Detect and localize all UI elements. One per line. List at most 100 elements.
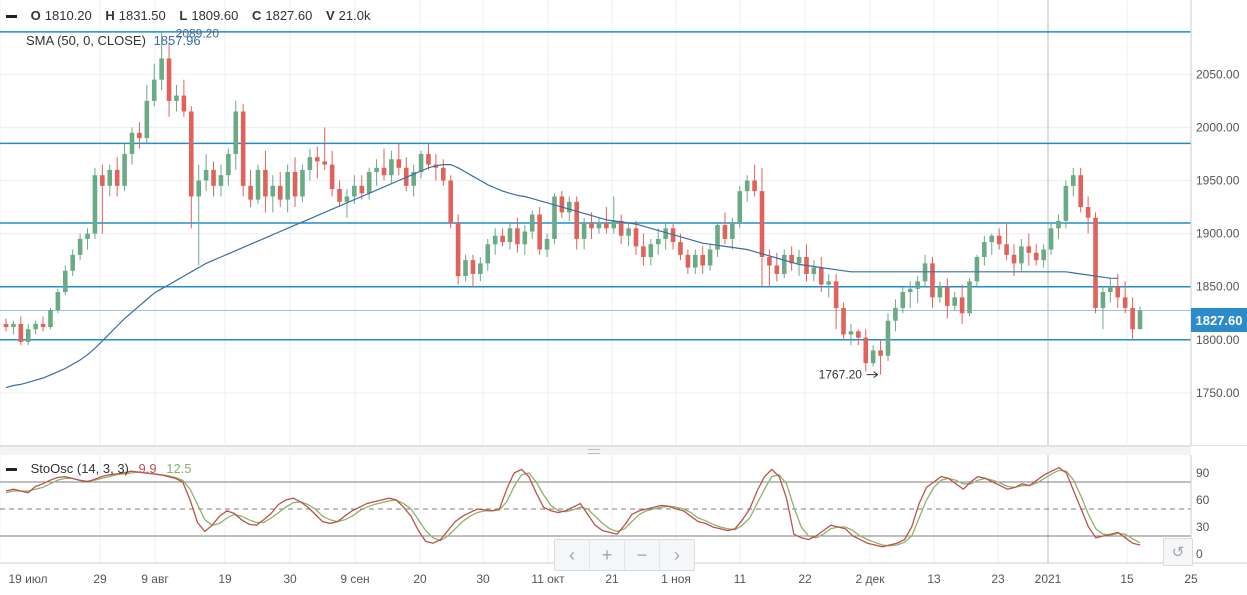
candle-body[interactable]	[285, 172, 290, 200]
candle-body[interactable]	[870, 350, 876, 364]
candle-body[interactable]	[529, 214, 535, 232]
candle-body[interactable]	[737, 191, 743, 223]
candle-body[interactable]	[937, 286, 943, 298]
candle-body[interactable]	[515, 228, 520, 245]
candle-body[interactable]	[982, 242, 987, 257]
candle-body[interactable]	[1093, 217, 1098, 308]
candle-body[interactable]	[33, 323, 38, 330]
candle-body[interactable]	[77, 238, 83, 255]
candle-body[interactable]	[522, 231, 528, 245]
candle-body[interactable]	[1063, 185, 1069, 221]
candle-body[interactable]	[70, 254, 76, 271]
candle-body[interactable]	[626, 228, 631, 236]
candle-body[interactable]	[359, 185, 365, 194]
candle-body[interactable]	[744, 180, 750, 192]
candle-body[interactable]	[759, 191, 765, 257]
candle-body[interactable]	[196, 180, 202, 197]
candle-body[interactable]	[885, 320, 891, 356]
candle-body[interactable]	[722, 225, 728, 239]
candle-body[interactable]	[329, 164, 335, 190]
candle-body[interactable]	[796, 256, 802, 264]
sma-legend[interactable]: SMA (50, 0, CLOSE) 1857.96	[26, 33, 201, 48]
candle-body[interactable]	[715, 225, 720, 250]
candle-body[interactable]	[655, 238, 661, 245]
candle-body[interactable]	[144, 100, 150, 139]
candle-body[interactable]	[559, 196, 565, 213]
candle-body[interactable]	[574, 201, 580, 239]
candle-body[interactable]	[1011, 254, 1017, 264]
candle-body[interactable]	[485, 244, 491, 264]
candle-body[interactable]	[1026, 246, 1032, 253]
candle-body[interactable]	[248, 185, 253, 200]
candle-body[interactable]	[974, 256, 980, 282]
candle-body[interactable]	[848, 331, 854, 335]
candle-body[interactable]	[611, 220, 617, 229]
candle-body[interactable]	[930, 263, 935, 298]
candle-body[interactable]	[878, 350, 883, 356]
candle-body[interactable]	[811, 267, 817, 274]
chevron-left-icon[interactable]: ‹	[555, 540, 590, 570]
candle-body[interactable]	[1070, 175, 1076, 186]
candle-body[interactable]	[137, 132, 142, 139]
candle-body[interactable]	[781, 254, 787, 274]
minus-icon[interactable]: −	[625, 540, 660, 570]
candle-body[interactable]	[952, 297, 958, 306]
candle-body[interactable]	[107, 169, 113, 186]
candle-body[interactable]	[159, 58, 164, 80]
candle-body[interactable]	[337, 189, 342, 202]
sma-line[interactable]	[5, 164, 1118, 389]
candle-body[interactable]	[1115, 286, 1121, 298]
candle-body[interactable]	[915, 281, 920, 289]
candle-body[interactable]	[166, 58, 172, 101]
candle-body[interactable]	[841, 307, 846, 335]
candle-body[interactable]	[967, 281, 972, 314]
candle-body[interactable]	[500, 235, 505, 243]
candle-body[interactable]	[589, 223, 594, 229]
candle-body[interactable]	[100, 175, 105, 186]
candle-body[interactable]	[730, 223, 735, 239]
candle-body[interactable]	[752, 180, 757, 192]
candle-body[interactable]	[596, 223, 602, 229]
candle-body[interactable]	[774, 265, 780, 274]
candle-body[interactable]	[700, 254, 706, 266]
candle-body[interactable]	[478, 263, 483, 274]
candle-body[interactable]	[818, 267, 824, 285]
candle-body[interactable]	[641, 246, 646, 257]
candle-body[interactable]	[1048, 228, 1054, 250]
candle-body[interactable]	[174, 95, 179, 101]
candle-body[interactable]	[418, 153, 424, 173]
candle-body[interactable]	[492, 235, 498, 245]
candle-body[interactable]	[1041, 249, 1046, 261]
candle-body[interactable]	[648, 244, 654, 257]
candle-body[interactable]	[218, 175, 224, 186]
candle-body[interactable]	[707, 249, 713, 266]
candle-body[interactable]	[900, 292, 906, 308]
candle-body[interactable]	[552, 196, 557, 239]
candle-body[interactable]	[863, 337, 869, 364]
candle-body[interactable]	[226, 153, 231, 176]
candle-body[interactable]	[1033, 252, 1039, 261]
candle-body[interactable]	[1108, 286, 1113, 293]
candle-body[interactable]	[314, 157, 320, 162]
candle-body[interactable]	[233, 111, 239, 154]
candle-body[interactable]	[366, 172, 372, 194]
candle-body[interactable]	[426, 153, 431, 165]
candle-body[interactable]	[455, 223, 461, 277]
chevron-right-icon[interactable]: ›	[674, 544, 680, 565]
candle-body[interactable]	[566, 201, 572, 213]
candle-body[interactable]	[1122, 297, 1128, 308]
candle-body[interactable]	[292, 172, 298, 197]
candle-body[interactable]	[181, 95, 187, 112]
plus-icon[interactable]: +	[590, 540, 625, 570]
minus-icon[interactable]	[6, 468, 17, 472]
candle-body[interactable]	[11, 323, 16, 328]
candle-body[interactable]	[277, 185, 283, 200]
candle-body[interactable]	[604, 223, 609, 229]
candle-body[interactable]	[463, 260, 468, 277]
candle-body[interactable]	[633, 228, 639, 247]
candle-body[interactable]	[389, 159, 394, 176]
candle-body[interactable]	[692, 254, 698, 268]
stochastic-chart[interactable]: 90 60 30 0 19 июл 29 9 авг 19 30 9 сен 20 30 11 окт 2…	[0, 455, 1247, 590]
candle-body[interactable]	[907, 288, 913, 293]
candle-body[interactable]	[581, 223, 587, 239]
